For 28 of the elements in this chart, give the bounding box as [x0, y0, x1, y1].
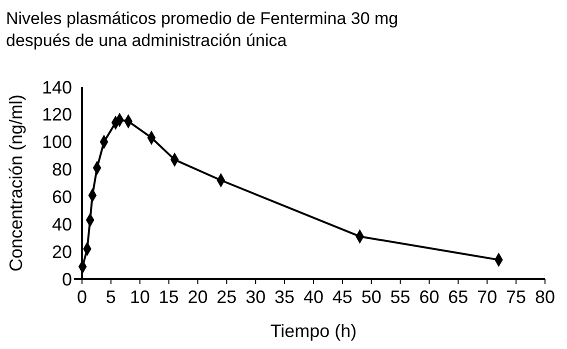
y-tick-label: 0	[62, 269, 72, 290]
chart-title: Niveles plasmáticos promedio de Fentermina 30 mg después de una administración única	[6, 9, 398, 50]
x-tick-label: 35	[274, 287, 295, 307]
y-tick-label: 100	[42, 132, 72, 152]
y-tick-label: 20	[52, 242, 72, 262]
x-tick-label: 80	[534, 287, 556, 307]
y-tick-label: 80	[52, 160, 72, 180]
x-tick-label: 55	[390, 287, 410, 307]
x-tick-label: 5	[106, 287, 116, 307]
y-tick-label: 60	[52, 187, 72, 208]
y-tick-label: 140	[42, 77, 72, 98]
y-axis-title: Concentración (ng/ml)	[6, 94, 26, 272]
x-tick-label: 50	[361, 287, 382, 307]
x-tick-label: 20	[188, 287, 208, 307]
x-tick-label: 0	[76, 287, 88, 307]
x-tick-label: 70	[477, 287, 498, 307]
x-axis-title: Tiempo (h)	[270, 321, 357, 341]
x-tick-label: 60	[419, 287, 440, 307]
x-tick-label: 40	[303, 287, 324, 307]
x-tick-label: 15	[158, 287, 179, 307]
x-tick-label: 75	[506, 287, 526, 307]
x-tick-label: 25	[216, 287, 237, 307]
y-tick-label: 40	[52, 214, 72, 234]
x-tick-label: 30	[246, 287, 266, 307]
x-tick-label: 45	[332, 287, 352, 307]
y-tick-label: 120	[42, 104, 72, 125]
x-tick-label: 10	[130, 287, 150, 307]
x-tick-label: 65	[448, 287, 468, 307]
